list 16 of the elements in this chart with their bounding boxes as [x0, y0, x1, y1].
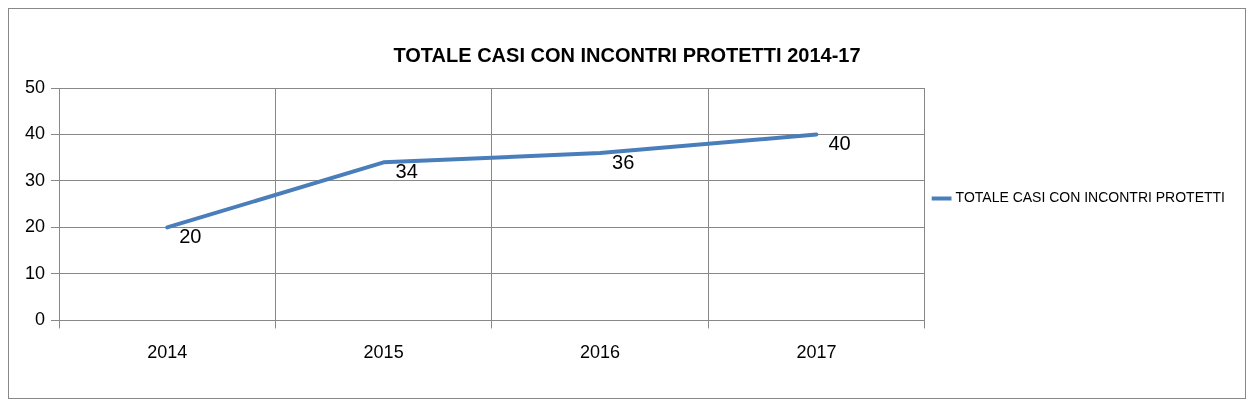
- y-tick-label: 40: [24, 123, 46, 144]
- x-tick-label: 2016: [579, 342, 621, 363]
- legend-label: TOTALE CASI CON INCONTRI PROTETTI: [955, 189, 1225, 206]
- x-tick-label: 2015: [363, 342, 404, 363]
- x-tick-label: 2017: [796, 342, 837, 363]
- y-tick-label: 30: [24, 169, 46, 190]
- data-label: 36: [612, 150, 635, 173]
- data-label: 20: [179, 224, 202, 247]
- x-tick-label: 2014: [147, 342, 188, 363]
- chart-title: TOTALE CASI CON INCONTRI PROTETTI 2014-17: [393, 43, 861, 66]
- data-label: 40: [828, 132, 851, 154]
- y-tick-label: 20: [24, 216, 46, 237]
- y-tick-label: 10: [24, 262, 46, 283]
- data-label: 34: [395, 159, 418, 182]
- y-tick-label: 50: [24, 76, 46, 97]
- y-tick-label: 0: [35, 309, 46, 330]
